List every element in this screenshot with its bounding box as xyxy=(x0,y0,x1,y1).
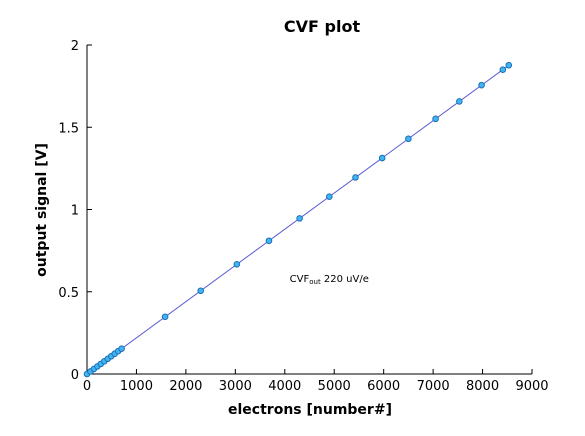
data-point xyxy=(161,313,169,321)
data-point xyxy=(405,135,412,143)
data-point xyxy=(296,215,303,222)
data-point xyxy=(233,260,241,268)
data-point xyxy=(118,345,125,352)
data-point xyxy=(456,98,463,105)
x-tick-label: 0 xyxy=(83,379,91,394)
y-tick-label: 1.5 xyxy=(58,121,79,136)
x-tick-label: 2000 xyxy=(169,379,202,394)
y-tick-label: 0.5 xyxy=(58,286,79,301)
data-point xyxy=(378,154,386,162)
data-point xyxy=(478,81,485,89)
y-tick-label: 1 xyxy=(71,204,79,219)
x-axis-label: electrons [number#] xyxy=(228,402,392,418)
data-point xyxy=(499,66,507,73)
x-tick-label: 8000 xyxy=(466,379,499,394)
data-point xyxy=(197,287,205,295)
plot-area xyxy=(83,61,513,378)
data-point xyxy=(432,115,439,123)
x-tick-label: 6000 xyxy=(367,379,400,394)
x-tick-label: 1000 xyxy=(120,379,153,394)
x-tick-label: 5000 xyxy=(318,379,351,394)
x-tick-label: 3000 xyxy=(219,379,252,394)
data-point xyxy=(325,193,333,200)
y-tick-label: 2 xyxy=(71,39,79,54)
chart-title: CVF plot xyxy=(284,17,361,36)
cvf-annotation: CVFout 220 uV/e xyxy=(290,274,369,286)
data-point xyxy=(265,237,273,245)
y-tick-label: 0 xyxy=(71,368,79,383)
x-tick-label: 9000 xyxy=(515,379,548,394)
y-axis-label: output signal [V] xyxy=(34,143,50,277)
data-point xyxy=(352,174,359,181)
data-point xyxy=(505,61,513,69)
x-ticks: 0 1000 2000 3000 4000 5000 6000 7000 8000 9000 xyxy=(83,369,549,394)
x-tick-label: 7000 xyxy=(417,379,450,394)
x-tick-label: 4000 xyxy=(268,379,301,394)
